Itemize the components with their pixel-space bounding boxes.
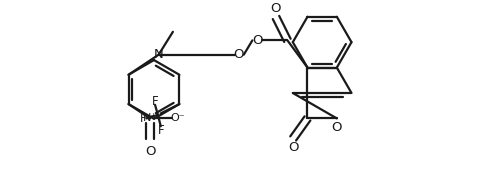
Text: F: F [152,95,159,108]
Text: O: O [252,34,263,47]
Text: N⁺: N⁺ [143,113,157,123]
Text: N: N [154,48,164,61]
Text: O: O [288,141,298,154]
Text: O: O [145,145,155,158]
Text: F: F [158,124,164,137]
Text: O: O [234,48,244,61]
Text: O: O [331,121,342,134]
Text: O⁻: O⁻ [170,113,185,123]
Text: O: O [271,2,281,15]
Text: F: F [140,112,147,125]
